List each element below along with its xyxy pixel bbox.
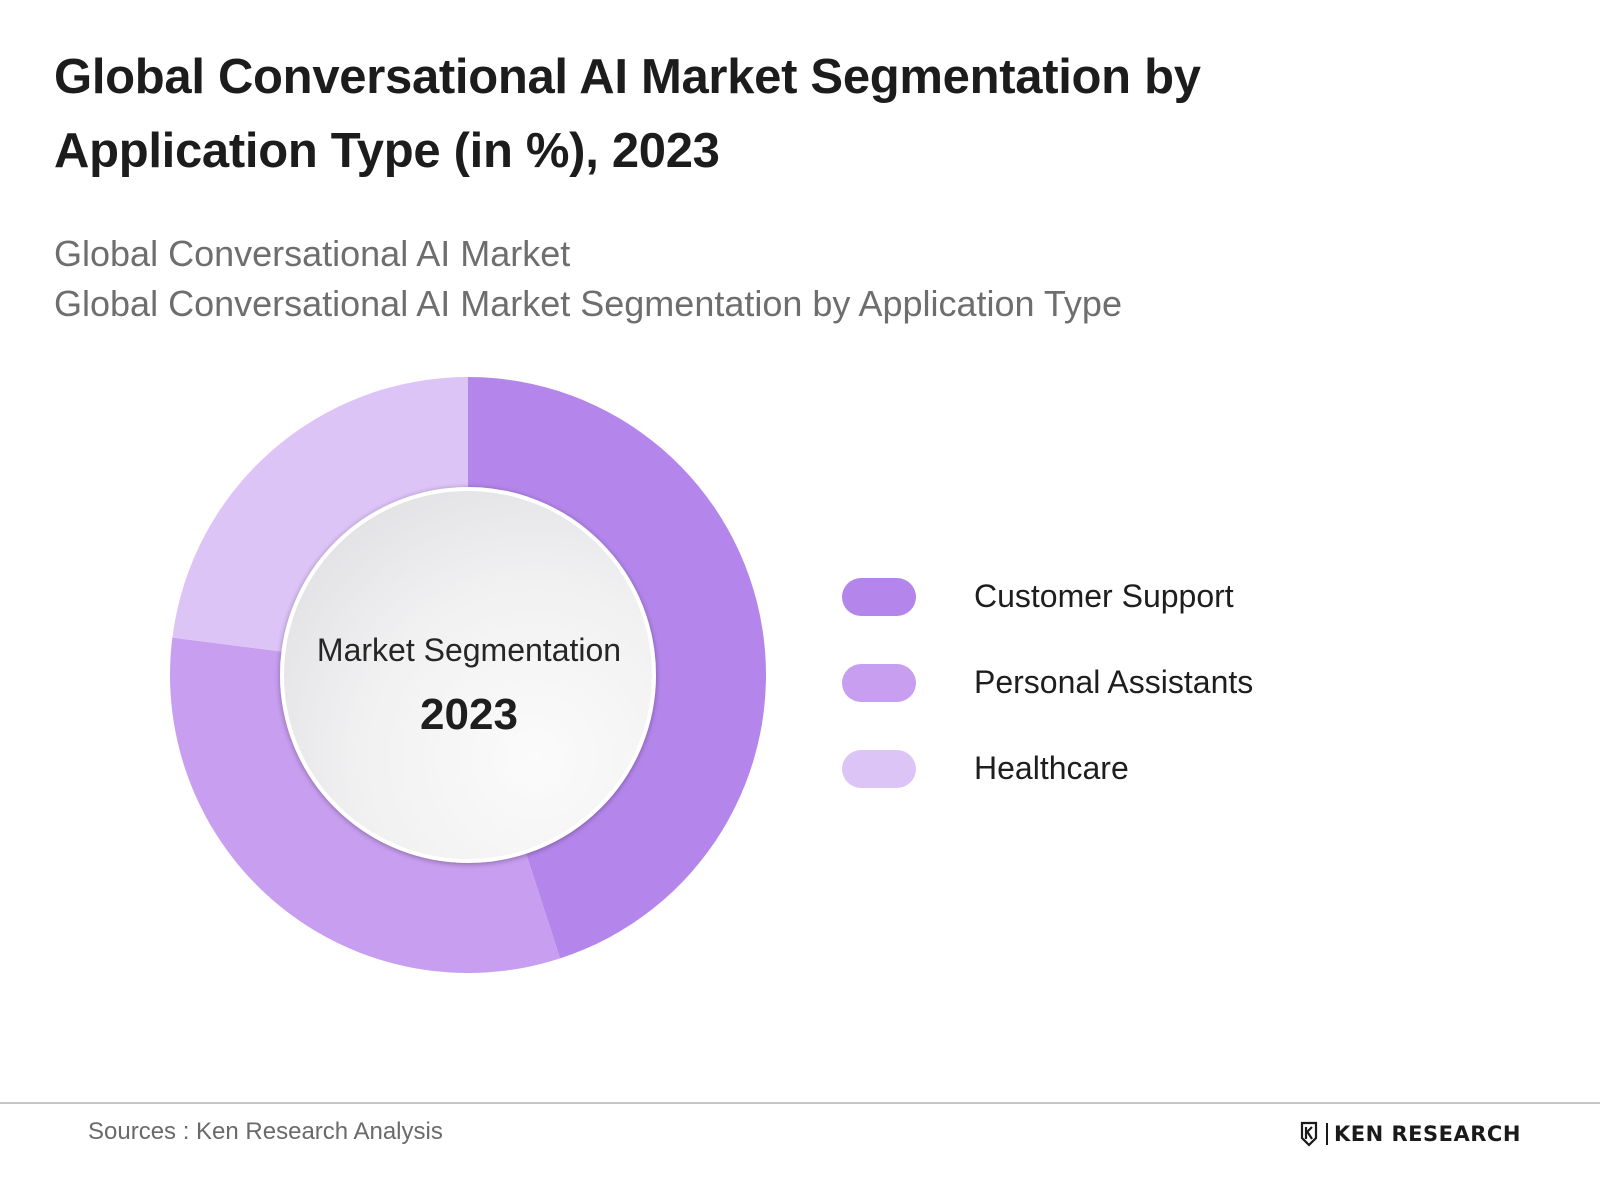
legend-swatch-customer-support bbox=[842, 578, 916, 616]
donut-slice-customer-support bbox=[468, 377, 766, 959]
donut-center-label: Market Segmentation bbox=[316, 632, 622, 668]
legend-swatch-personal-assistants bbox=[842, 664, 916, 702]
chart-subtitle-segmentation: Global Conversational AI Market Segmenta… bbox=[54, 283, 1122, 324]
donut-slice-healthcare bbox=[172, 377, 468, 652]
legend-label-healthcare: Healthcare bbox=[974, 750, 1129, 786]
donut-slice-personal-assistants bbox=[170, 637, 561, 973]
legend-label-personal-assistants: Personal Assistants bbox=[974, 664, 1254, 700]
footer-divider bbox=[0, 1102, 1600, 1104]
ken-research-logo: KEN RESEARCH bbox=[1300, 1121, 1521, 1147]
donut-center-year: 2023 bbox=[420, 690, 518, 739]
chart-title: Global Conversational AI Market Segmenta… bbox=[54, 50, 1201, 178]
donut-hole bbox=[280, 487, 656, 863]
ken-research-logo-text: KEN RESEARCH bbox=[1326, 1123, 1521, 1145]
donut-slices bbox=[170, 377, 766, 973]
legend-label-customer-support: Customer Support bbox=[974, 578, 1234, 614]
chart-subtitle-market: Global Conversational AI Market bbox=[54, 233, 571, 274]
legend-swatch-healthcare bbox=[842, 750, 916, 788]
ken-research-logo-icon bbox=[1300, 1121, 1318, 1147]
sources-note: Sources : Ken Research Analysis bbox=[88, 1118, 443, 1145]
